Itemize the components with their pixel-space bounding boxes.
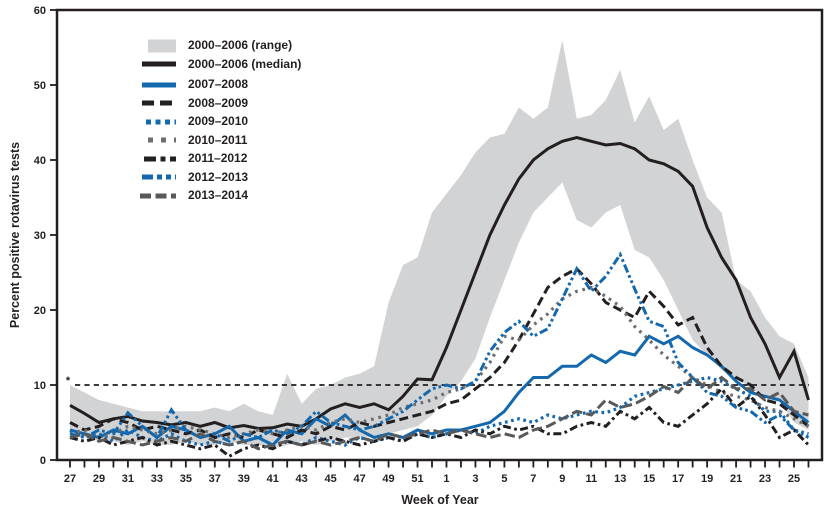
x-tick-label: 7 [530, 473, 536, 485]
dash-line-swatch-icon [142, 100, 176, 106]
threshold-asterisk: * [66, 375, 71, 387]
x-tick-label: 31 [122, 473, 134, 485]
legend-item-median: 2000–2006 (median) [136, 56, 302, 72]
y-tick-label: 40 [34, 155, 46, 167]
x-tick-label: 1 [443, 473, 449, 485]
legend-label: 2010–2011 [188, 132, 248, 147]
y-tick-label: 0 [40, 455, 46, 467]
y-tick-label: 60 [34, 5, 46, 17]
x-tick-label: 17 [672, 473, 684, 485]
x-tick-label: 47 [353, 473, 365, 485]
y-tick-label: 10 [34, 380, 46, 392]
x-tick-label: 29 [93, 473, 105, 485]
x-tick-label: 35 [180, 473, 192, 485]
median-line-swatch-icon [142, 61, 176, 67]
legend-label: 2000–2006 (range) [188, 38, 293, 52]
legend-label: 2011–2012 [188, 151, 248, 165]
x-tick-label: 33 [151, 473, 163, 485]
x-tick-label: 13 [614, 473, 626, 485]
x-tick-label: 41 [267, 473, 279, 485]
series-line-2000-2006 [69, 135, 810, 431]
range-swatch-icon [148, 39, 176, 53]
x-tick-label: 23 [759, 473, 771, 485]
legend-item-2012-2013: 2012–2013 [136, 169, 301, 185]
legend-label: 2013–2014 [188, 188, 249, 202]
solid-line-swatch-icon [142, 82, 176, 88]
dotted-line-swatch-icon [146, 119, 176, 125]
dash-dot-line-swatch-icon [144, 156, 176, 162]
legend-item-2010-2011: 2010–2011 [136, 132, 301, 148]
legend-item-range: 2000–2006 (range) [136, 38, 301, 53]
y-tick-label: 50 [34, 80, 46, 92]
legend-label: 2007–2008 [188, 77, 249, 91]
range-band-area [70, 40, 809, 449]
legend-item-2013-2014: 2013–2014 [136, 188, 301, 203]
x-tick-label: 43 [296, 473, 308, 485]
series-line-2012-2013 [69, 251, 810, 443]
legend-item-2007-2008: 2007–2008 [136, 77, 301, 92]
x-tick-label: 45 [325, 473, 337, 485]
legend: 2000–2006 (range) 2000–2006 (median) 200… [136, 38, 302, 208]
legend-label: 2012–2013 [188, 169, 249, 184]
sparse-dotted-line-swatch-icon [148, 137, 176, 143]
x-tick-label: 15 [643, 473, 655, 485]
series-line-2013-2014 [69, 375, 809, 451]
dash-dot-dot-line-swatch-icon [142, 174, 176, 180]
x-tick-label: 25 [788, 473, 800, 485]
x-tick-label: 51 [411, 473, 423, 485]
legend-label: 2008–2009 [188, 95, 249, 110]
legend-label: 2000–2006 (median) [188, 56, 302, 71]
gray-dash-line-swatch-icon [140, 193, 176, 199]
x-tick-label: 3 [472, 473, 478, 485]
x-tick-label: 39 [238, 473, 250, 485]
x-tick-label: 21 [730, 473, 742, 485]
x-tick-label: 37 [209, 473, 221, 485]
x-tick-label: 49 [382, 473, 394, 485]
x-axis-title: Week of Year [401, 493, 479, 507]
x-tick-label: 19 [701, 473, 713, 485]
legend-item-2009-2010: 2009–2010 [136, 114, 301, 129]
range-swatch-rect [148, 39, 176, 53]
y-tick-label: 30 [34, 230, 46, 242]
x-tick-label: 5 [501, 473, 507, 485]
x-tick-label: 11 [585, 473, 597, 485]
legend-item-2011-2012: 2011–2012 [136, 151, 301, 166]
y-tick-label: 20 [34, 305, 46, 317]
x-tick-label: 27 [64, 473, 76, 485]
y-axis-title: Percent positive rotavirus tests [8, 141, 22, 329]
series-line-2011-2012 [69, 386, 810, 459]
x-tick-label: 9 [559, 473, 565, 485]
legend-item-2008-2009: 2008–2009 [136, 95, 301, 111]
series-line-2008-2009 [69, 266, 810, 440]
legend-label: 2009–2010 [188, 114, 249, 128]
